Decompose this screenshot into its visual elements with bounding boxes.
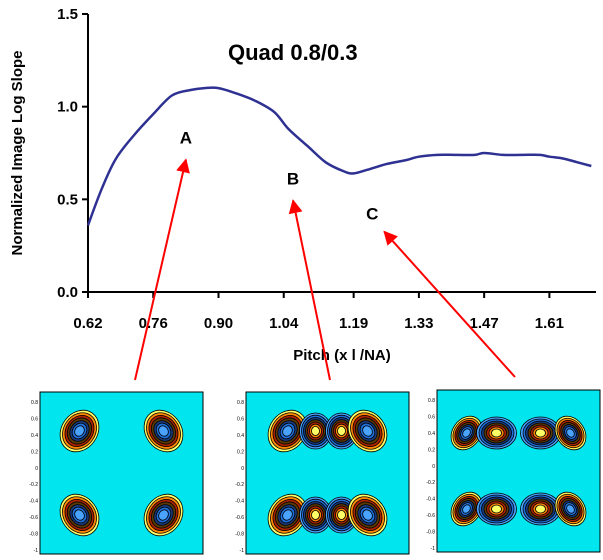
inset-tick-label: 0 xyxy=(35,466,38,472)
inset-tick-label: -0.8 xyxy=(235,532,244,538)
contour-ring xyxy=(337,510,346,520)
inset-tick-label: 0.6 xyxy=(237,416,244,422)
series-layer xyxy=(86,86,592,226)
contour-ring xyxy=(74,425,85,437)
insets: 0.8 0.6 0.4 0.2 0 -0.2 -0.4 -0.6 -0.8 -1 0.8 0.6 0.4… xyxy=(29,389,601,555)
series-line-0 xyxy=(86,86,592,226)
contour-ring xyxy=(535,428,546,438)
arrow-B xyxy=(288,199,331,381)
inset-tick-label: 0 xyxy=(432,464,435,470)
inset-tick-label: -0.4 xyxy=(29,499,38,505)
annotation-C: C xyxy=(366,205,378,224)
y-tick-label: 0.0 xyxy=(57,284,78,301)
x-tick-label: 1.47 xyxy=(470,315,499,332)
contour-ring xyxy=(491,504,502,514)
inset-tick-label: 0.2 xyxy=(428,447,435,453)
annotation-B: B xyxy=(287,170,299,189)
contour-ring xyxy=(311,426,320,436)
contour-ring xyxy=(74,509,85,521)
inset-tick-label: -0.8 xyxy=(29,532,38,538)
contour-ring xyxy=(158,509,169,521)
y-tick-label: 1.0 xyxy=(57,99,78,116)
inset-tick-label: 0.2 xyxy=(31,449,38,455)
inset-tick-label: 0.8 xyxy=(237,400,244,406)
contour-ring xyxy=(362,509,373,521)
contour-ring xyxy=(462,504,471,514)
x-tick-label: 0.90 xyxy=(204,315,233,332)
contour-ring xyxy=(566,504,575,514)
inset-panel-C: 0.8 0.6 0.4 0.2 0 -0.2 -0.4 -0.6 -0.8 -1 xyxy=(426,389,601,553)
inset-panel-A: 0.8 0.6 0.4 0.2 0 -0.2 -0.4 -0.6 -0.8 -1 xyxy=(29,391,204,555)
contour-ring xyxy=(311,510,320,520)
inset-tick-label: -0.2 xyxy=(29,482,38,488)
inset-tick-label: 0.6 xyxy=(31,416,38,422)
contour-ring xyxy=(462,428,471,438)
inset-tick-label: -0.6 xyxy=(426,513,435,519)
x-tick-label: 1.33 xyxy=(404,315,433,332)
inset-tick-label: 0.4 xyxy=(428,431,435,437)
x-tick-label: 0.76 xyxy=(139,315,168,332)
x-tick-label: 0.62 xyxy=(73,315,102,332)
inset-tick-label: 0 xyxy=(241,466,244,472)
inset-tick-label: 0.6 xyxy=(428,414,435,420)
inset-tick-label: 0.8 xyxy=(31,400,38,406)
contour-ring xyxy=(282,509,293,521)
inset-tick-label: -1 xyxy=(34,548,39,554)
inset-tick-label: -0.2 xyxy=(426,480,435,486)
plot-area: 0.0 0.5 1.0 1.5 0.62 0.76 0.90 1.04 1.19 1.33 1.4… xyxy=(57,6,596,332)
y-tick-label: 1.5 xyxy=(57,6,78,23)
inset-tick-label: 0.2 xyxy=(237,449,244,455)
inset-tick-label: 0.4 xyxy=(237,433,244,439)
contour-ring xyxy=(282,425,293,437)
inset-tick-label: 0.8 xyxy=(428,398,435,404)
inset-tick-label: -0.4 xyxy=(235,499,244,505)
x-tick-label: 1.04 xyxy=(269,315,299,332)
y-tick-label: 0.5 xyxy=(57,191,78,208)
inset-tick-label: -0.2 xyxy=(235,482,244,488)
inset-frame xyxy=(436,389,601,553)
x-tick-label: 1.19 xyxy=(339,315,368,332)
annotation-layer: A B C xyxy=(134,129,516,381)
y-axis-title: Normalized Image Log Slope xyxy=(9,50,26,255)
arrow-C xyxy=(383,230,516,378)
x-axis-title: Pitch (x l /NA) xyxy=(293,347,391,364)
annotation-A: A xyxy=(180,129,192,148)
inset-tick-label: -0.8 xyxy=(426,530,435,536)
contour-ring xyxy=(566,428,575,438)
y-ticks: 0.0 0.5 1.0 1.5 xyxy=(57,6,88,301)
chart-title: Quad 0.8/0.3 xyxy=(228,40,358,65)
inset-tick-label: -0.4 xyxy=(426,497,435,503)
inset-panel-B: 0.8 0.6 0.4 0.2 0 -0.2 -0.4 -0.6 -0.8 -1 xyxy=(235,391,410,555)
contour-ring xyxy=(535,504,546,514)
arrow-A xyxy=(134,158,190,381)
inset-frame xyxy=(245,391,410,555)
contour-ring xyxy=(337,426,346,436)
contour-ring xyxy=(491,428,502,438)
x-ticks: 0.62 0.76 0.90 1.04 1.19 1.33 1.47 1.61 xyxy=(73,292,564,332)
inset-tick-label: -1 xyxy=(431,546,436,552)
contour-ring xyxy=(362,425,373,437)
inset-tick-label: -0.6 xyxy=(29,515,38,521)
inset-tick-label: -0.6 xyxy=(235,515,244,521)
x-tick-label: 1.61 xyxy=(535,315,564,332)
inset-tick-label: -1 xyxy=(240,548,245,554)
inset-frame xyxy=(39,391,204,555)
contour-ring xyxy=(158,425,169,437)
inset-tick-label: 0.4 xyxy=(31,433,38,439)
